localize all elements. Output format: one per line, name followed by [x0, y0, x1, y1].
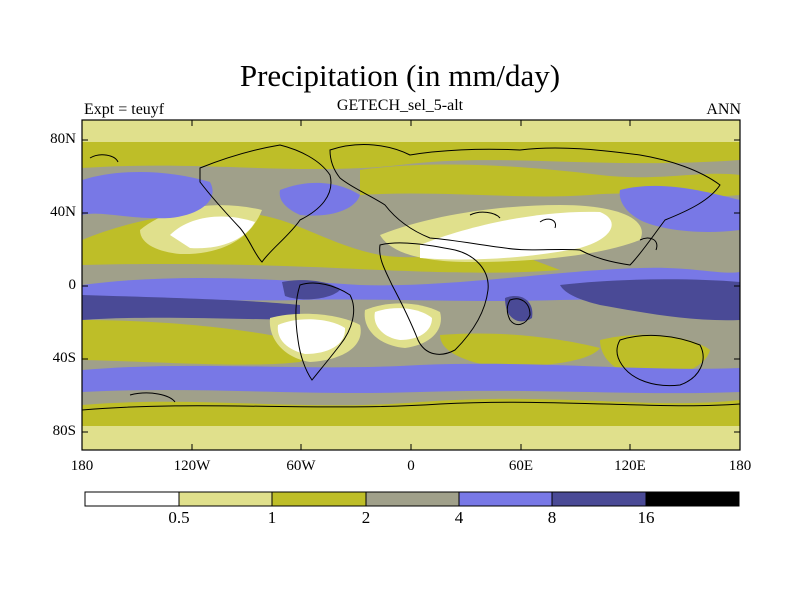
lat-tick-label: 0 — [68, 277, 77, 293]
colorbar-level-label: 16 — [637, 508, 655, 527]
map-subtitle: GETECH_sel_5-alt — [336, 97, 464, 114]
colorbar-swatch-6 — [645, 491, 740, 507]
colorbar-swatch-2 — [271, 491, 367, 507]
lon-tick-label: 180 — [70, 458, 94, 474]
colorbar — [84, 491, 740, 507]
colorbar-swatch-5 — [551, 491, 647, 507]
map-title: Precipitation (in mm/day) — [239, 58, 561, 93]
season-label: ANN — [706, 101, 741, 118]
lat-tick-label: 80N — [50, 131, 76, 147]
experiment-label: Expt = teuyf — [84, 101, 165, 118]
colorbar-level-label: 0.5 — [168, 508, 190, 527]
lat-tick-label: 80S — [52, 423, 76, 439]
lon-tick-label: 60W — [286, 458, 316, 474]
colorbar-swatch-0 — [84, 491, 180, 507]
lon-tick-label: 180 — [728, 458, 752, 474]
coastlines — [82, 144, 740, 411]
precipitation-field — [82, 120, 740, 450]
colorbar-level-label: 4 — [454, 508, 464, 527]
colorbar-swatch-3 — [365, 491, 460, 507]
lat-tick-label: 40S — [52, 350, 76, 366]
colorbar-swatch-4 — [458, 491, 553, 507]
lon-tick-label: 120W — [173, 458, 211, 474]
axis-ticks — [81, 120, 741, 450]
lon-tick-label: 0 — [407, 458, 415, 474]
lat-tick-label: 40N — [50, 204, 76, 220]
colorbar-level-label: 1 — [267, 508, 277, 527]
colorbar-swatch-1 — [178, 491, 273, 507]
colorbar-level-label: 2 — [361, 508, 371, 527]
lon-tick-label: 120E — [614, 458, 646, 474]
lon-tick-label: 60E — [508, 458, 534, 474]
colorbar-level-label: 8 — [547, 508, 557, 527]
